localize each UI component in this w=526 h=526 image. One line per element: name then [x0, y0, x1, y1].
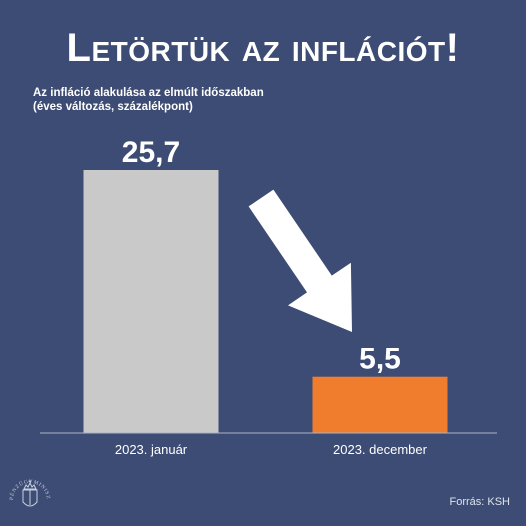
headline: Letörtük az inflációt!	[66, 26, 460, 70]
ministry-logo: PÉNZÜGYMINISZTÉRIUM	[8, 456, 50, 507]
bar-2	[312, 376, 448, 433]
category-label-2: 2023. december	[333, 442, 428, 457]
value-label-1: 25,7	[122, 136, 180, 169]
hungarian-coat-of-arms-icon	[22, 480, 38, 507]
subtitle-line-2: (éves változás, százalékpont)	[33, 101, 193, 113]
down-arrow-annotation	[248, 189, 352, 332]
source-note: Forrás: KSH	[449, 496, 510, 508]
category-label-1: 2023. január	[115, 442, 188, 457]
subtitle-line-1: Az infláció alakulása az elmúlt időszakb…	[33, 87, 264, 99]
value-label-2: 5,5	[359, 343, 401, 376]
bar-1	[83, 170, 219, 433]
down-arrow-icon	[248, 189, 352, 332]
chart-subtitle: Az infláció alakulása az elmúlt időszakb…	[33, 86, 264, 114]
